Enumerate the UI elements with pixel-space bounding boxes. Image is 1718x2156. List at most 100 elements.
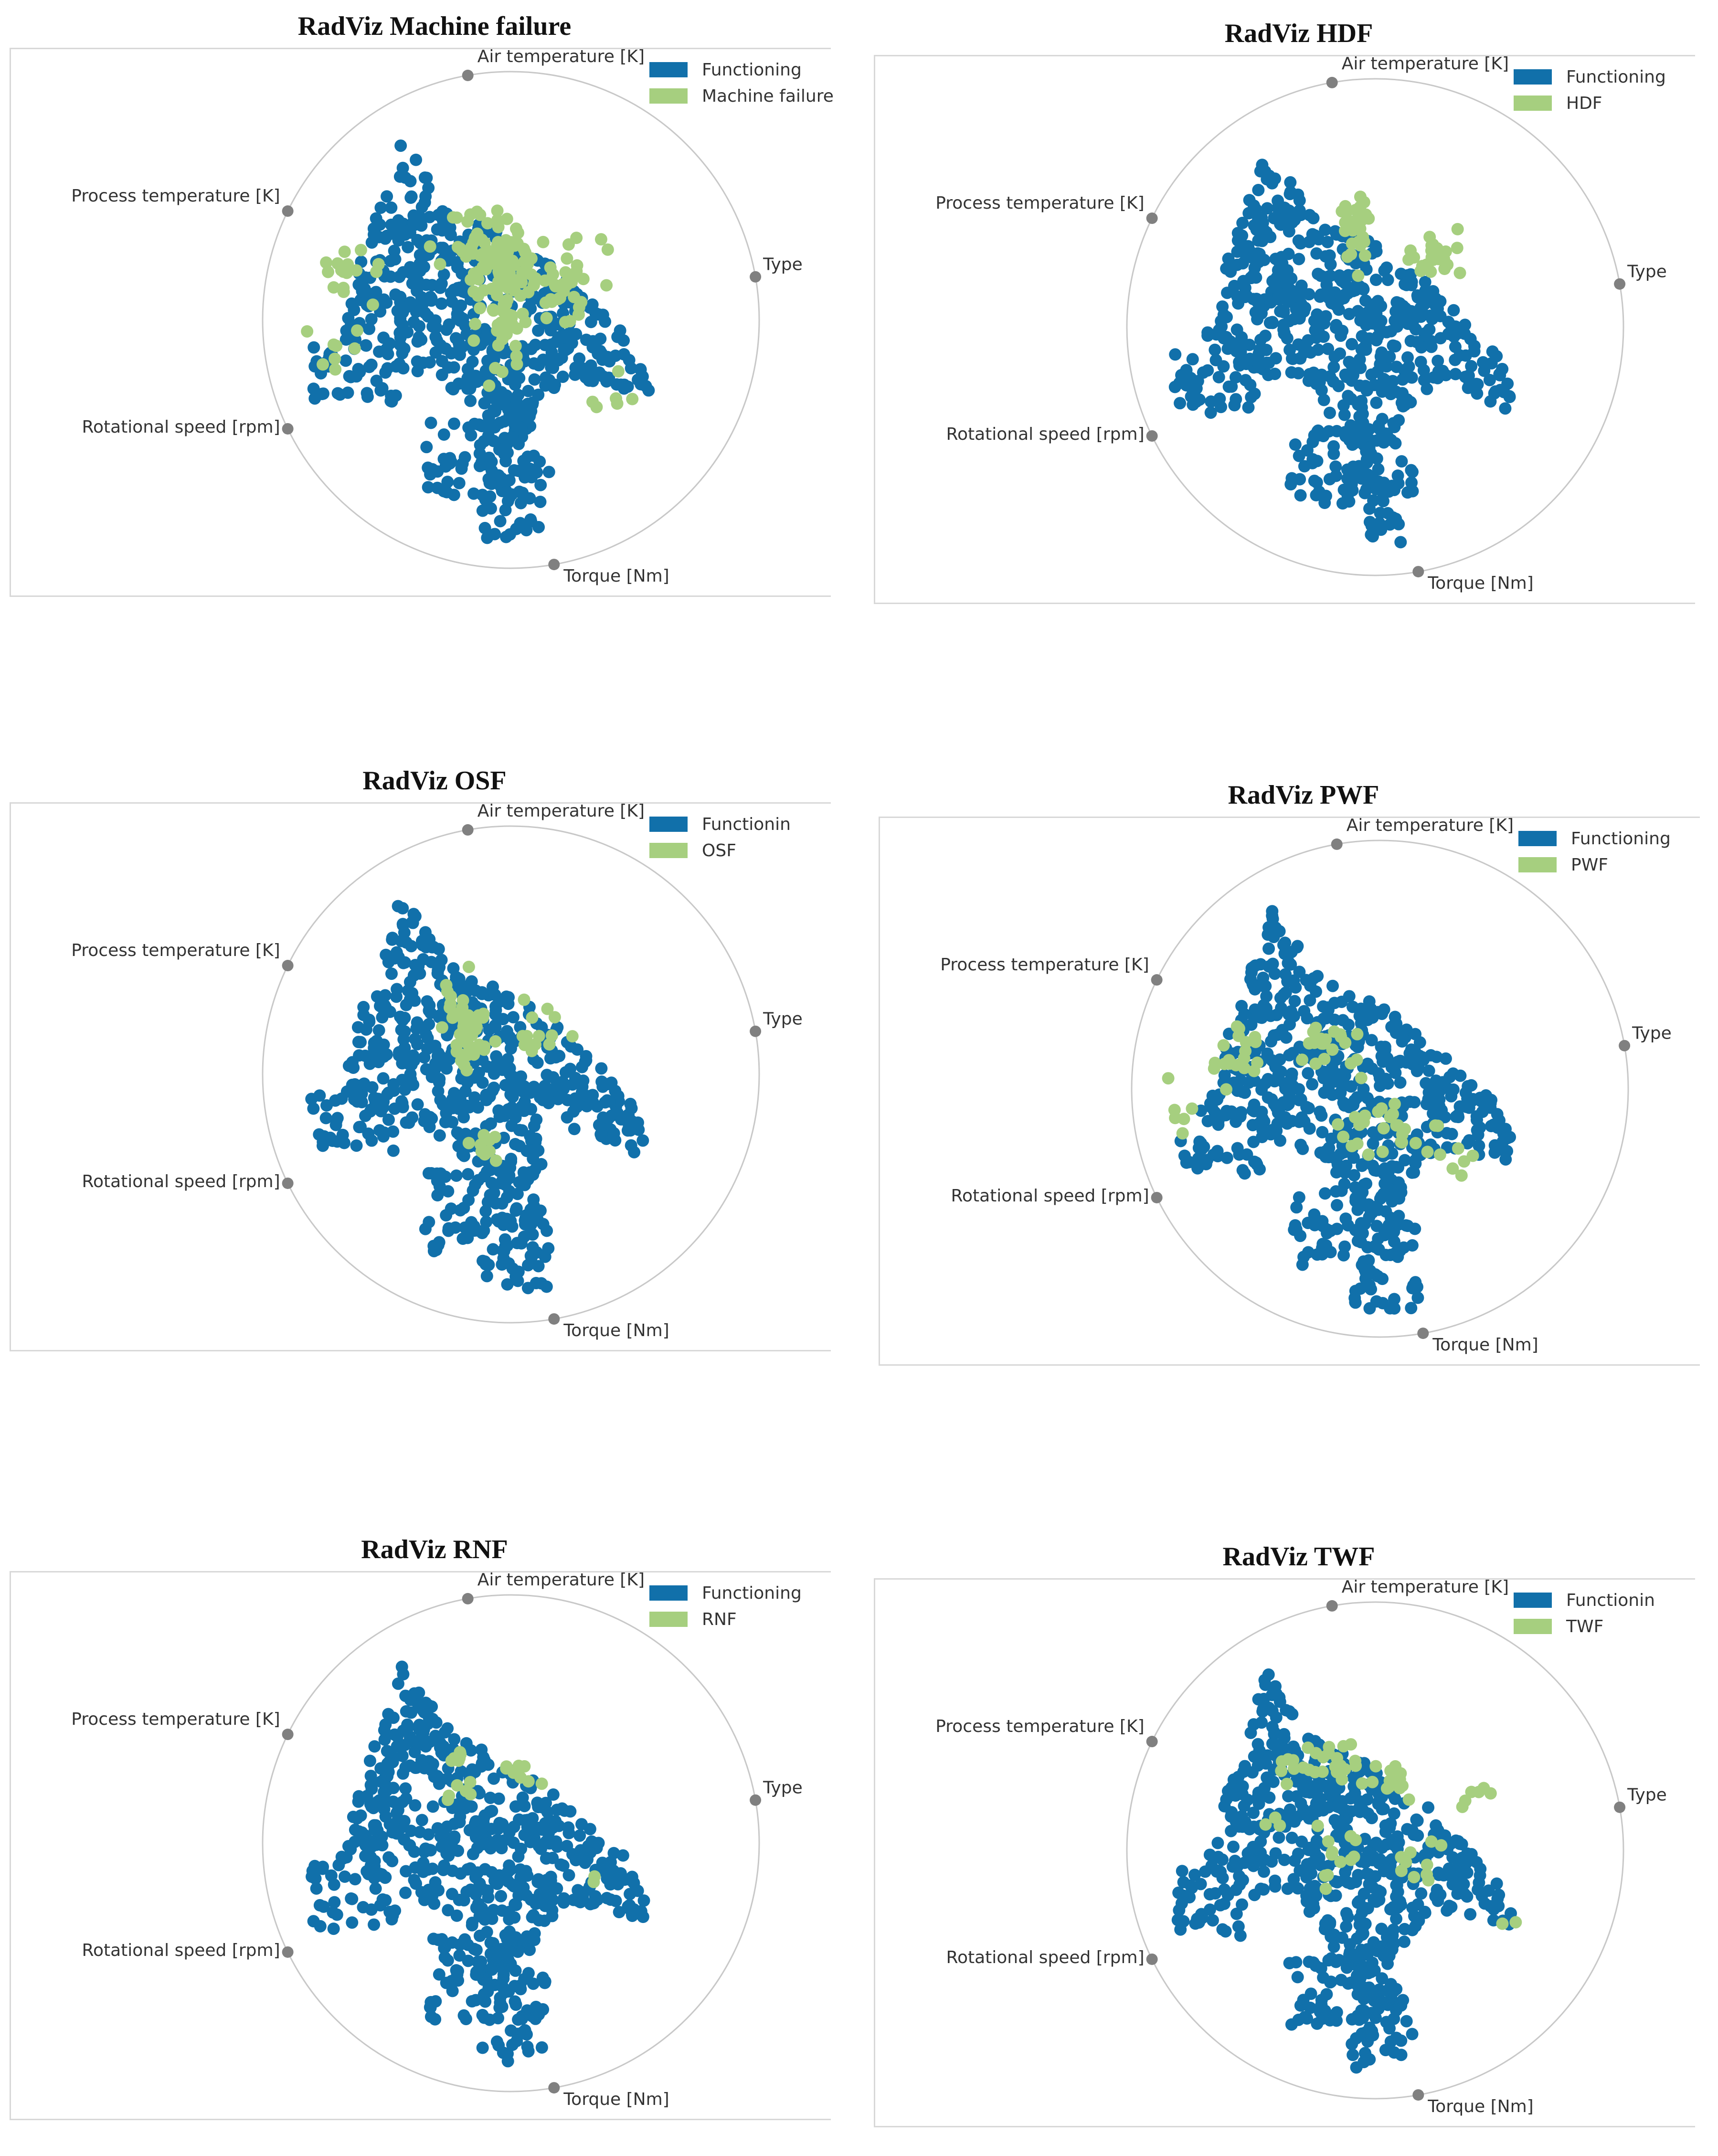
point-failure xyxy=(521,257,534,270)
point-functioning xyxy=(1473,1139,1485,1152)
point-functioning xyxy=(419,1222,432,1235)
anchor-label: Torque [Nm] xyxy=(1427,574,1533,593)
point-functioning xyxy=(398,1011,411,1024)
point-functioning xyxy=(1243,1823,1256,1836)
point-functioning xyxy=(422,1828,435,1841)
point-functioning xyxy=(498,1233,511,1246)
point-functioning xyxy=(1455,1838,1468,1851)
point-functioning xyxy=(448,1830,461,1843)
point-functioning xyxy=(1273,1831,1285,1844)
point-functioning xyxy=(1319,223,1332,236)
point-functioning xyxy=(348,304,361,317)
point-failure xyxy=(492,244,505,257)
point-functioning xyxy=(477,1812,490,1825)
point-functioning xyxy=(464,394,477,407)
point-functioning xyxy=(452,302,465,315)
point-functioning xyxy=(379,1871,392,1884)
point-failure xyxy=(601,243,614,256)
point-failure xyxy=(481,217,494,230)
point-functioning xyxy=(442,1185,455,1198)
point-functioning xyxy=(492,1215,505,1228)
point-functioning xyxy=(576,1080,589,1093)
point-functioning xyxy=(511,407,524,420)
point-functioning xyxy=(1357,282,1369,295)
anchor-label: Air temperature [K] xyxy=(1342,1577,1509,1597)
point-functioning xyxy=(1238,1799,1251,1812)
point-failure xyxy=(463,1039,476,1052)
point-functioning xyxy=(403,1759,416,1772)
point-functioning xyxy=(636,1134,649,1147)
point-functioning xyxy=(1419,276,1432,288)
point-functioning xyxy=(452,1965,465,1977)
point-failure xyxy=(1328,1025,1341,1038)
chart-title: RadViz HDF xyxy=(1224,19,1373,48)
point-failure xyxy=(491,204,504,217)
point-failure xyxy=(1350,1053,1363,1066)
point-failure xyxy=(1451,223,1464,235)
point-functioning xyxy=(1330,1955,1343,1968)
point-functioning xyxy=(1259,329,1272,342)
point-functioning xyxy=(1370,452,1383,465)
point-functioning xyxy=(433,1073,446,1085)
point-functioning xyxy=(1238,1167,1251,1180)
point-functioning xyxy=(485,464,498,477)
point-functioning xyxy=(1432,1866,1445,1879)
point-functioning xyxy=(527,1834,540,1847)
point-functioning xyxy=(519,1814,531,1827)
point-failure xyxy=(317,358,329,371)
point-functioning xyxy=(455,462,468,475)
point-functioning xyxy=(377,1072,390,1085)
point-functioning xyxy=(1287,974,1300,987)
point-functioning xyxy=(497,1252,510,1264)
point-functioning xyxy=(546,1910,559,1922)
point-failure xyxy=(500,1762,513,1775)
point-functioning xyxy=(458,1149,471,1162)
point-failure xyxy=(1425,239,1438,252)
point-failure xyxy=(489,1154,502,1167)
point-functioning xyxy=(498,447,510,460)
point-functioning xyxy=(1209,343,1221,356)
point-functioning xyxy=(497,1013,509,1026)
point-failure xyxy=(539,274,551,287)
point-functioning xyxy=(370,212,382,225)
anchor-dot xyxy=(1326,76,1338,88)
point-functioning xyxy=(516,1791,529,1804)
point-functioning xyxy=(524,1249,537,1262)
point-functioning xyxy=(1326,979,1339,992)
point-functioning xyxy=(1265,1093,1278,1106)
point-functioning xyxy=(1354,1282,1367,1295)
point-functioning xyxy=(331,387,344,400)
point-failure xyxy=(1340,216,1353,229)
point-functioning xyxy=(1289,438,1302,451)
point-functioning xyxy=(451,1126,464,1139)
point-functioning xyxy=(1485,357,1498,370)
point-functioning xyxy=(1293,1041,1306,1053)
anchor-label: Type xyxy=(763,255,803,275)
point-functioning xyxy=(1324,1789,1336,1802)
point-functioning xyxy=(1355,343,1368,356)
point-functioning xyxy=(1431,1085,1443,1098)
point-functioning xyxy=(400,936,413,949)
point-failure xyxy=(506,318,519,330)
point-functioning xyxy=(1244,271,1257,284)
point-functioning xyxy=(1422,1801,1435,1814)
point-functioning xyxy=(1201,326,1214,339)
point-functioning xyxy=(1268,1057,1281,1070)
point-functioning xyxy=(1282,1790,1295,1803)
point-functioning xyxy=(1242,401,1255,414)
point-functioning xyxy=(1261,1771,1273,1784)
anchor-dot xyxy=(548,1313,560,1325)
point-functioning xyxy=(609,1084,622,1097)
point-functioning xyxy=(1268,967,1281,980)
point-functioning xyxy=(1315,2012,1328,2025)
point-functioning xyxy=(597,370,610,383)
point-functioning xyxy=(1448,330,1461,343)
point-functioning xyxy=(480,1165,493,1178)
point-functioning xyxy=(573,1829,586,1842)
point-functioning xyxy=(1350,2061,1363,2074)
point-failure xyxy=(525,268,538,281)
chart-title: RadViz RNF xyxy=(361,1535,508,1564)
point-functioning xyxy=(411,1098,424,1111)
point-functioning xyxy=(1342,1019,1355,1031)
